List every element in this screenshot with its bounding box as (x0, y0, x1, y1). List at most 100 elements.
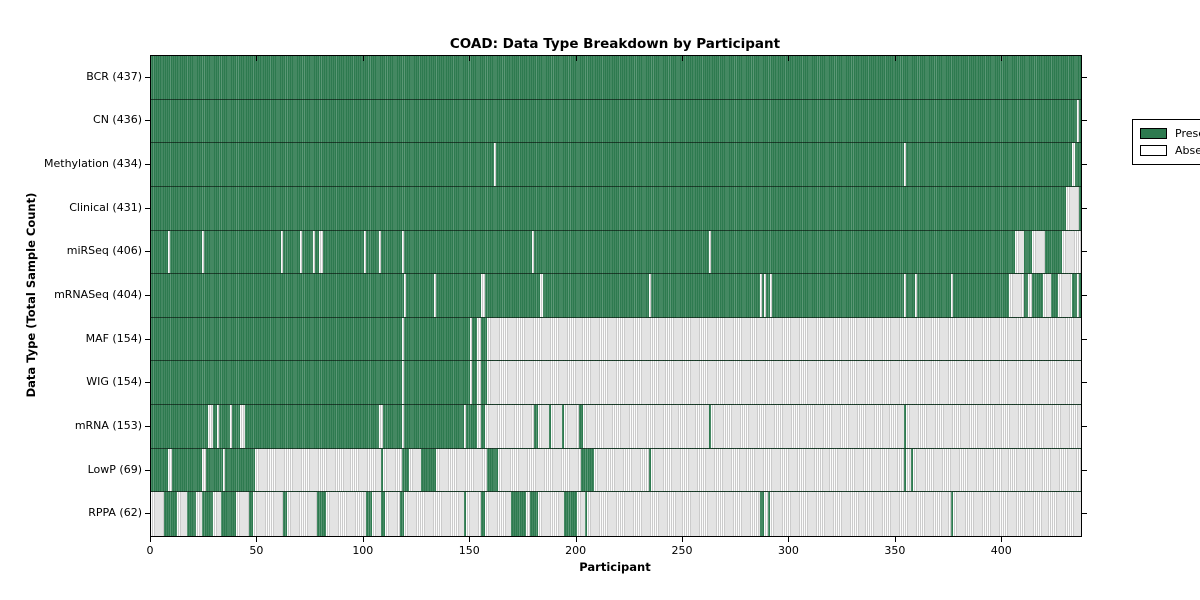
row-mrna (151, 405, 1081, 449)
row-rppa (151, 492, 1081, 536)
absent-segment (402, 317, 405, 361)
tick-mark (362, 56, 364, 61)
tick-mark (145, 295, 150, 296)
tick-mark (145, 425, 150, 427)
absent-segment (593, 448, 649, 492)
absent-segment (319, 230, 324, 274)
x-axis-title: Participant (579, 560, 651, 574)
absent-segment (648, 274, 652, 317)
absent-segment (404, 492, 464, 536)
absent-segment (463, 405, 466, 448)
absent-segment (1061, 230, 1081, 274)
x-tick-label: 400 (990, 544, 1012, 557)
legend-absent-swatch-icon (1140, 145, 1167, 156)
absent-segment (1066, 186, 1079, 230)
absent-segment (385, 492, 400, 536)
absent-segment (493, 143, 496, 186)
absent-segment (208, 405, 213, 448)
tick-mark (1082, 338, 1087, 340)
absent-segment (168, 448, 173, 492)
tick-mark (1082, 295, 1087, 296)
row-mirseq (151, 230, 1081, 275)
absent-segment (1032, 230, 1045, 274)
plot-area: Present Absent (150, 55, 1200, 537)
absent-segment (476, 361, 481, 405)
absent-segment (325, 492, 366, 536)
tick-mark (1082, 120, 1087, 122)
absent-segment (708, 230, 711, 274)
absent-segment (223, 448, 226, 492)
absent-segment (168, 230, 171, 274)
absent-segment (1072, 143, 1075, 186)
tick-mark (145, 164, 150, 166)
tick-mark (145, 251, 150, 253)
legend-present-label: Present (1175, 127, 1200, 140)
tick-mark (145, 338, 150, 340)
x-tick-label: 100 (352, 544, 374, 557)
absent-segment (372, 492, 381, 536)
y-tick-label: CN (436) (93, 113, 142, 127)
absent-segment (759, 274, 762, 317)
absent-segment (497, 448, 581, 492)
absent-segment (763, 274, 767, 317)
absent-segment (563, 405, 579, 448)
absent-segment (485, 492, 511, 536)
absent-segment (402, 405, 405, 448)
tick-mark (1082, 207, 1087, 209)
absent-segment (551, 405, 562, 448)
absent-segment (255, 448, 381, 492)
row-bcr (151, 56, 1081, 100)
tick-mark (145, 469, 150, 471)
tick-mark (1082, 425, 1087, 427)
tick-mark (894, 537, 896, 542)
tick-mark (150, 537, 151, 542)
tick-mark (256, 56, 258, 61)
absent-segment (176, 492, 188, 536)
tick-mark (145, 76, 150, 78)
row-cn (151, 99, 1081, 144)
absent-segment (763, 492, 769, 536)
absent-segment (202, 230, 205, 274)
absent-segment (299, 230, 303, 274)
absent-segment (476, 317, 481, 361)
absent-segment (485, 405, 535, 448)
legend-absent-label: Absent (1175, 144, 1200, 157)
absent-segment (363, 230, 366, 274)
row-lowp (151, 448, 1081, 493)
tick-mark (469, 56, 471, 61)
tick-mark (1082, 251, 1087, 253)
x-tick-label: 350 (884, 544, 906, 557)
x-tick-label: 200 (565, 544, 587, 557)
absent-segment (710, 405, 905, 448)
tick-mark (256, 537, 258, 542)
legend: Present Absent (1132, 119, 1200, 165)
absent-segment (280, 230, 283, 274)
tick-mark (145, 382, 150, 384)
y-tick-label: LowP (69) (87, 462, 142, 476)
absent-segment (531, 230, 535, 274)
tick-mark (1082, 164, 1087, 166)
y-tick-label: BCR (437) (86, 69, 142, 83)
tick-mark (145, 513, 150, 515)
tick-mark (469, 537, 471, 542)
tick-mark (1082, 469, 1087, 471)
absent-segment (202, 448, 207, 492)
tick-mark (682, 56, 684, 61)
absent-segment (587, 492, 760, 536)
absent-segment (434, 274, 437, 317)
absent-segment (465, 492, 481, 536)
absent-segment (1042, 274, 1052, 317)
absent-segment (408, 448, 422, 492)
legend-entry-present: Present (1140, 125, 1200, 142)
absent-segment (378, 230, 381, 274)
absent-segment (212, 492, 222, 536)
absent-segment (487, 361, 1081, 405)
absent-segment (912, 448, 1081, 492)
x-tick-label: 150 (458, 544, 480, 557)
absent-segment (378, 405, 383, 448)
absent-segment (906, 448, 911, 492)
absent-segment (253, 492, 283, 536)
absent-segment (487, 317, 1081, 361)
y-tick-label: MAF (154) (85, 331, 142, 345)
